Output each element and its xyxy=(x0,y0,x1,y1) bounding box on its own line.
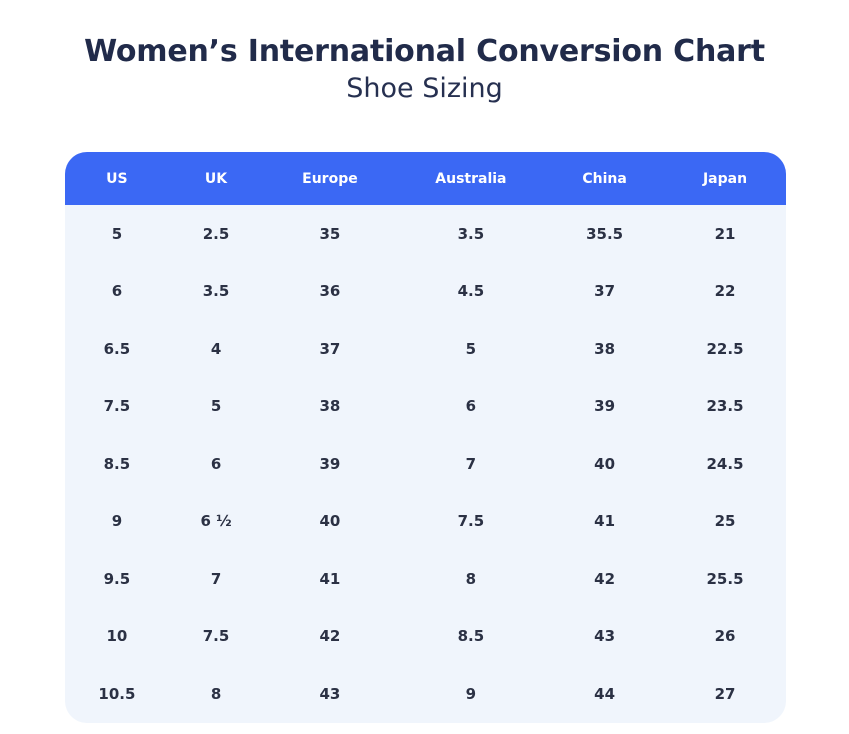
column-header-us: US xyxy=(106,170,128,187)
table-cell: 6 xyxy=(210,454,222,473)
page-subtitle: Shoe Sizing xyxy=(346,73,503,104)
table-cell: 42 xyxy=(594,569,616,588)
table-cell: 7 xyxy=(465,454,477,473)
table-cell: 8 xyxy=(210,684,222,703)
table-cell: 9 xyxy=(111,512,123,531)
conversion-table: US UK Europe Australia China Japan 5 2.5… xyxy=(65,152,786,723)
table-cell: 35 xyxy=(319,224,341,243)
column-header-uk: UK xyxy=(204,170,228,187)
table-cell: 37 xyxy=(319,339,341,358)
table-row: 9.5 7 41 8 42 25.5 xyxy=(65,550,786,608)
table-cell: 4.5 xyxy=(457,282,485,301)
table-cell: 24.5 xyxy=(706,454,744,473)
table-cell: 38 xyxy=(594,339,616,358)
table-row: 5 2.5 35 3.5 35.5 21 xyxy=(65,205,786,263)
table-cell: 7.5 xyxy=(202,627,230,646)
table-cell: 22.5 xyxy=(706,339,744,358)
table-cell: 27 xyxy=(714,684,736,703)
table-header-row: US UK Europe Australia China Japan xyxy=(65,152,786,205)
table-cell: 8.5 xyxy=(103,454,131,473)
table-cell: 9 xyxy=(465,684,477,703)
table-cell: 3.5 xyxy=(202,282,230,301)
table-row: 8.5 6 39 7 40 24.5 xyxy=(65,435,786,493)
table-row: 10.5 8 43 9 44 27 xyxy=(65,665,786,723)
table-row: 7.5 5 38 6 39 23.5 xyxy=(65,378,786,436)
table-cell: 21 xyxy=(714,224,736,243)
table-cell: 8.5 xyxy=(457,627,485,646)
table-cell: 6 xyxy=(111,282,123,301)
table-cell: 9.5 xyxy=(103,569,131,588)
table-row: 6.5 4 37 5 38 22.5 xyxy=(65,320,786,378)
table-cell: 36 xyxy=(319,282,341,301)
table-cell: 22 xyxy=(714,282,736,301)
table-cell: 6 ½ xyxy=(200,512,232,531)
page-title: Women’s International Conversion Chart xyxy=(84,34,765,69)
column-header-europe: Europe xyxy=(302,170,358,187)
table-body: 5 2.5 35 3.5 35.5 21 6 3.5 36 4.5 37 22 … xyxy=(65,205,786,723)
table-cell: 38 xyxy=(319,397,341,416)
table-cell: 2.5 xyxy=(202,224,230,243)
table-cell: 7 xyxy=(210,569,222,588)
table-cell: 42 xyxy=(319,627,341,646)
table-row: 10 7.5 42 8.5 43 26 xyxy=(65,608,786,666)
table-cell: 5 xyxy=(111,224,123,243)
table-cell: 6 xyxy=(465,397,477,416)
table-cell: 3.5 xyxy=(457,224,485,243)
table-row: 6 3.5 36 4.5 37 22 xyxy=(65,263,786,321)
table-cell: 26 xyxy=(714,627,736,646)
table-cell: 44 xyxy=(594,684,616,703)
table-cell: 25 xyxy=(714,512,736,531)
table-cell: 40 xyxy=(594,454,616,473)
table-cell: 5 xyxy=(465,339,477,358)
column-header-australia: Australia xyxy=(435,170,507,187)
table-cell: 5 xyxy=(210,397,222,416)
table-cell: 23.5 xyxy=(706,397,744,416)
table-cell: 7.5 xyxy=(103,397,131,416)
table-cell: 39 xyxy=(319,454,341,473)
table-row: 9 6 ½ 40 7.5 41 25 xyxy=(65,493,786,551)
table-cell: 43 xyxy=(319,684,341,703)
table-cell: 4 xyxy=(210,339,222,358)
table-cell: 25.5 xyxy=(706,569,744,588)
table-cell: 43 xyxy=(594,627,616,646)
table-cell: 35.5 xyxy=(586,224,624,243)
table-cell: 41 xyxy=(319,569,341,588)
table-cell: 8 xyxy=(465,569,477,588)
table-cell: 41 xyxy=(594,512,616,531)
table-cell: 37 xyxy=(594,282,616,301)
column-header-china: China xyxy=(582,170,627,187)
table-cell: 39 xyxy=(594,397,616,416)
table-cell: 10 xyxy=(106,627,128,646)
heading-block: Women’s International Conversion Chart S… xyxy=(0,34,849,106)
table-cell: 40 xyxy=(319,512,341,531)
table-cell: 10.5 xyxy=(98,684,136,703)
table-cell: 7.5 xyxy=(457,512,485,531)
table-cell: 6.5 xyxy=(103,339,131,358)
column-header-japan: Japan xyxy=(702,170,748,187)
